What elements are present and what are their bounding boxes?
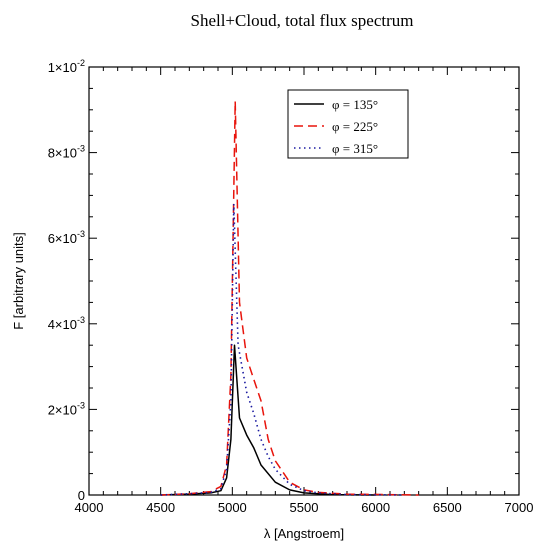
- legend-label-0: φ = 135°: [332, 97, 378, 112]
- chart-title: Shell+Cloud, total flux spectrum: [190, 11, 413, 30]
- x-tick-labels: 4000 4500 5000 5500 6000 6500 7000: [75, 500, 534, 515]
- legend: φ = 135° φ = 225° φ = 315°: [287, 89, 409, 159]
- x-tick-label: 6000: [361, 500, 390, 515]
- legend-label-2: φ = 315°: [332, 141, 378, 156]
- y-tick-label: 2×10-3: [48, 400, 85, 417]
- axis-ticks: [88, 66, 520, 496]
- y-tick-label: 1×10-2: [48, 58, 85, 75]
- x-tick-label: 5500: [290, 500, 319, 515]
- y-tick-label: 4×10-3: [48, 315, 85, 332]
- y-axis-label: F [arbitrary units]: [11, 232, 26, 330]
- legend-box: [287, 89, 409, 159]
- x-tick-label: 4000: [75, 500, 104, 515]
- x-axis-label: λ [Angstroem]: [264, 526, 344, 541]
- y-tick-label: 0: [78, 488, 85, 503]
- y-tick-label: 6×10-3: [48, 229, 85, 246]
- series-lines: [160, 100, 419, 496]
- x-tick-label: 6500: [433, 500, 462, 515]
- y-tick-label: 8×10-3: [48, 144, 85, 161]
- x-tick-label: 5000: [218, 500, 247, 515]
- y-tick-labels: 0 2×10-3 4×10-3 6×10-3 8×10-3 1×10-2: [48, 58, 85, 503]
- legend-label-1: φ = 225°: [332, 119, 378, 134]
- x-tick-label: 4500: [146, 500, 175, 515]
- series-line-0: [160, 344, 376, 496]
- series-line-1: [160, 100, 419, 496]
- series-line-2: [160, 203, 405, 496]
- x-tick-label: 7000: [505, 500, 534, 515]
